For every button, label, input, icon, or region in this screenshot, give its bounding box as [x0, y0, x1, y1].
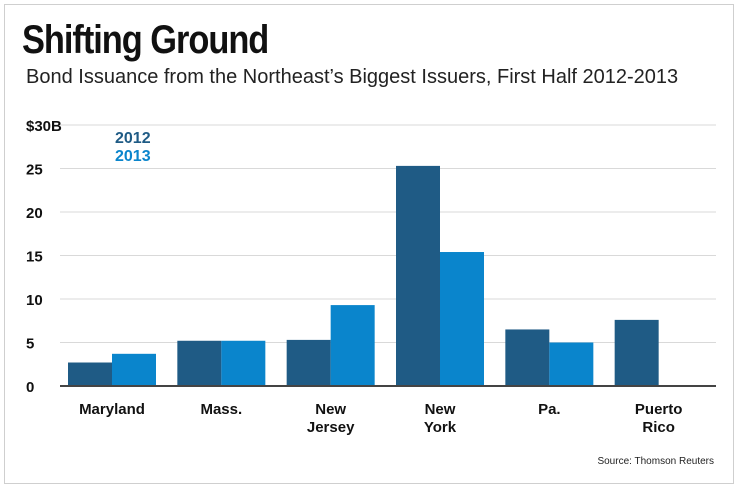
y-tick-label: 25	[26, 162, 43, 179]
y-tick-label: $30B	[26, 118, 62, 135]
bar-2013-2	[330, 305, 375, 386]
y-tick-label: 20	[26, 205, 43, 222]
category-label: Puerto	[635, 401, 683, 418]
category-label: Maryland	[79, 401, 145, 418]
y-tick-label: 0	[26, 379, 34, 396]
legend-entry-2012: 2012	[115, 130, 151, 147]
bar-2012-1	[177, 340, 222, 386]
bar-2012-0	[68, 362, 112, 386]
legend-entry-2013: 2013	[115, 148, 151, 165]
category-label: York	[424, 419, 457, 436]
bar-2012-5	[614, 319, 659, 386]
y-tick-label: 15	[26, 249, 43, 266]
category-label: New	[315, 401, 346, 418]
category-label: Mass.	[200, 401, 242, 418]
bar-2013-0	[112, 353, 156, 386]
chart-subtitle: Bond Issuance from the Northeast’s Bigge…	[26, 66, 679, 88]
source-note: Source: Thomson Reuters	[597, 456, 714, 467]
y-tick-label: 5	[26, 336, 34, 353]
category-label: Pa.	[538, 401, 561, 418]
bar-2013-1	[221, 340, 266, 386]
category-label: New	[425, 401, 456, 418]
bar-2013-3	[440, 252, 484, 386]
category-label: Jersey	[307, 419, 355, 436]
bar-2012-4	[505, 329, 550, 386]
chart-frame	[4, 4, 734, 484]
y-tick-label: 10	[26, 292, 43, 309]
category-label: Rico	[642, 419, 675, 436]
bar-2012-3	[396, 165, 440, 386]
bar-2012-2	[286, 339, 331, 386]
chart-title: Shifting Ground	[22, 18, 269, 62]
bar-2013-4	[549, 342, 594, 386]
